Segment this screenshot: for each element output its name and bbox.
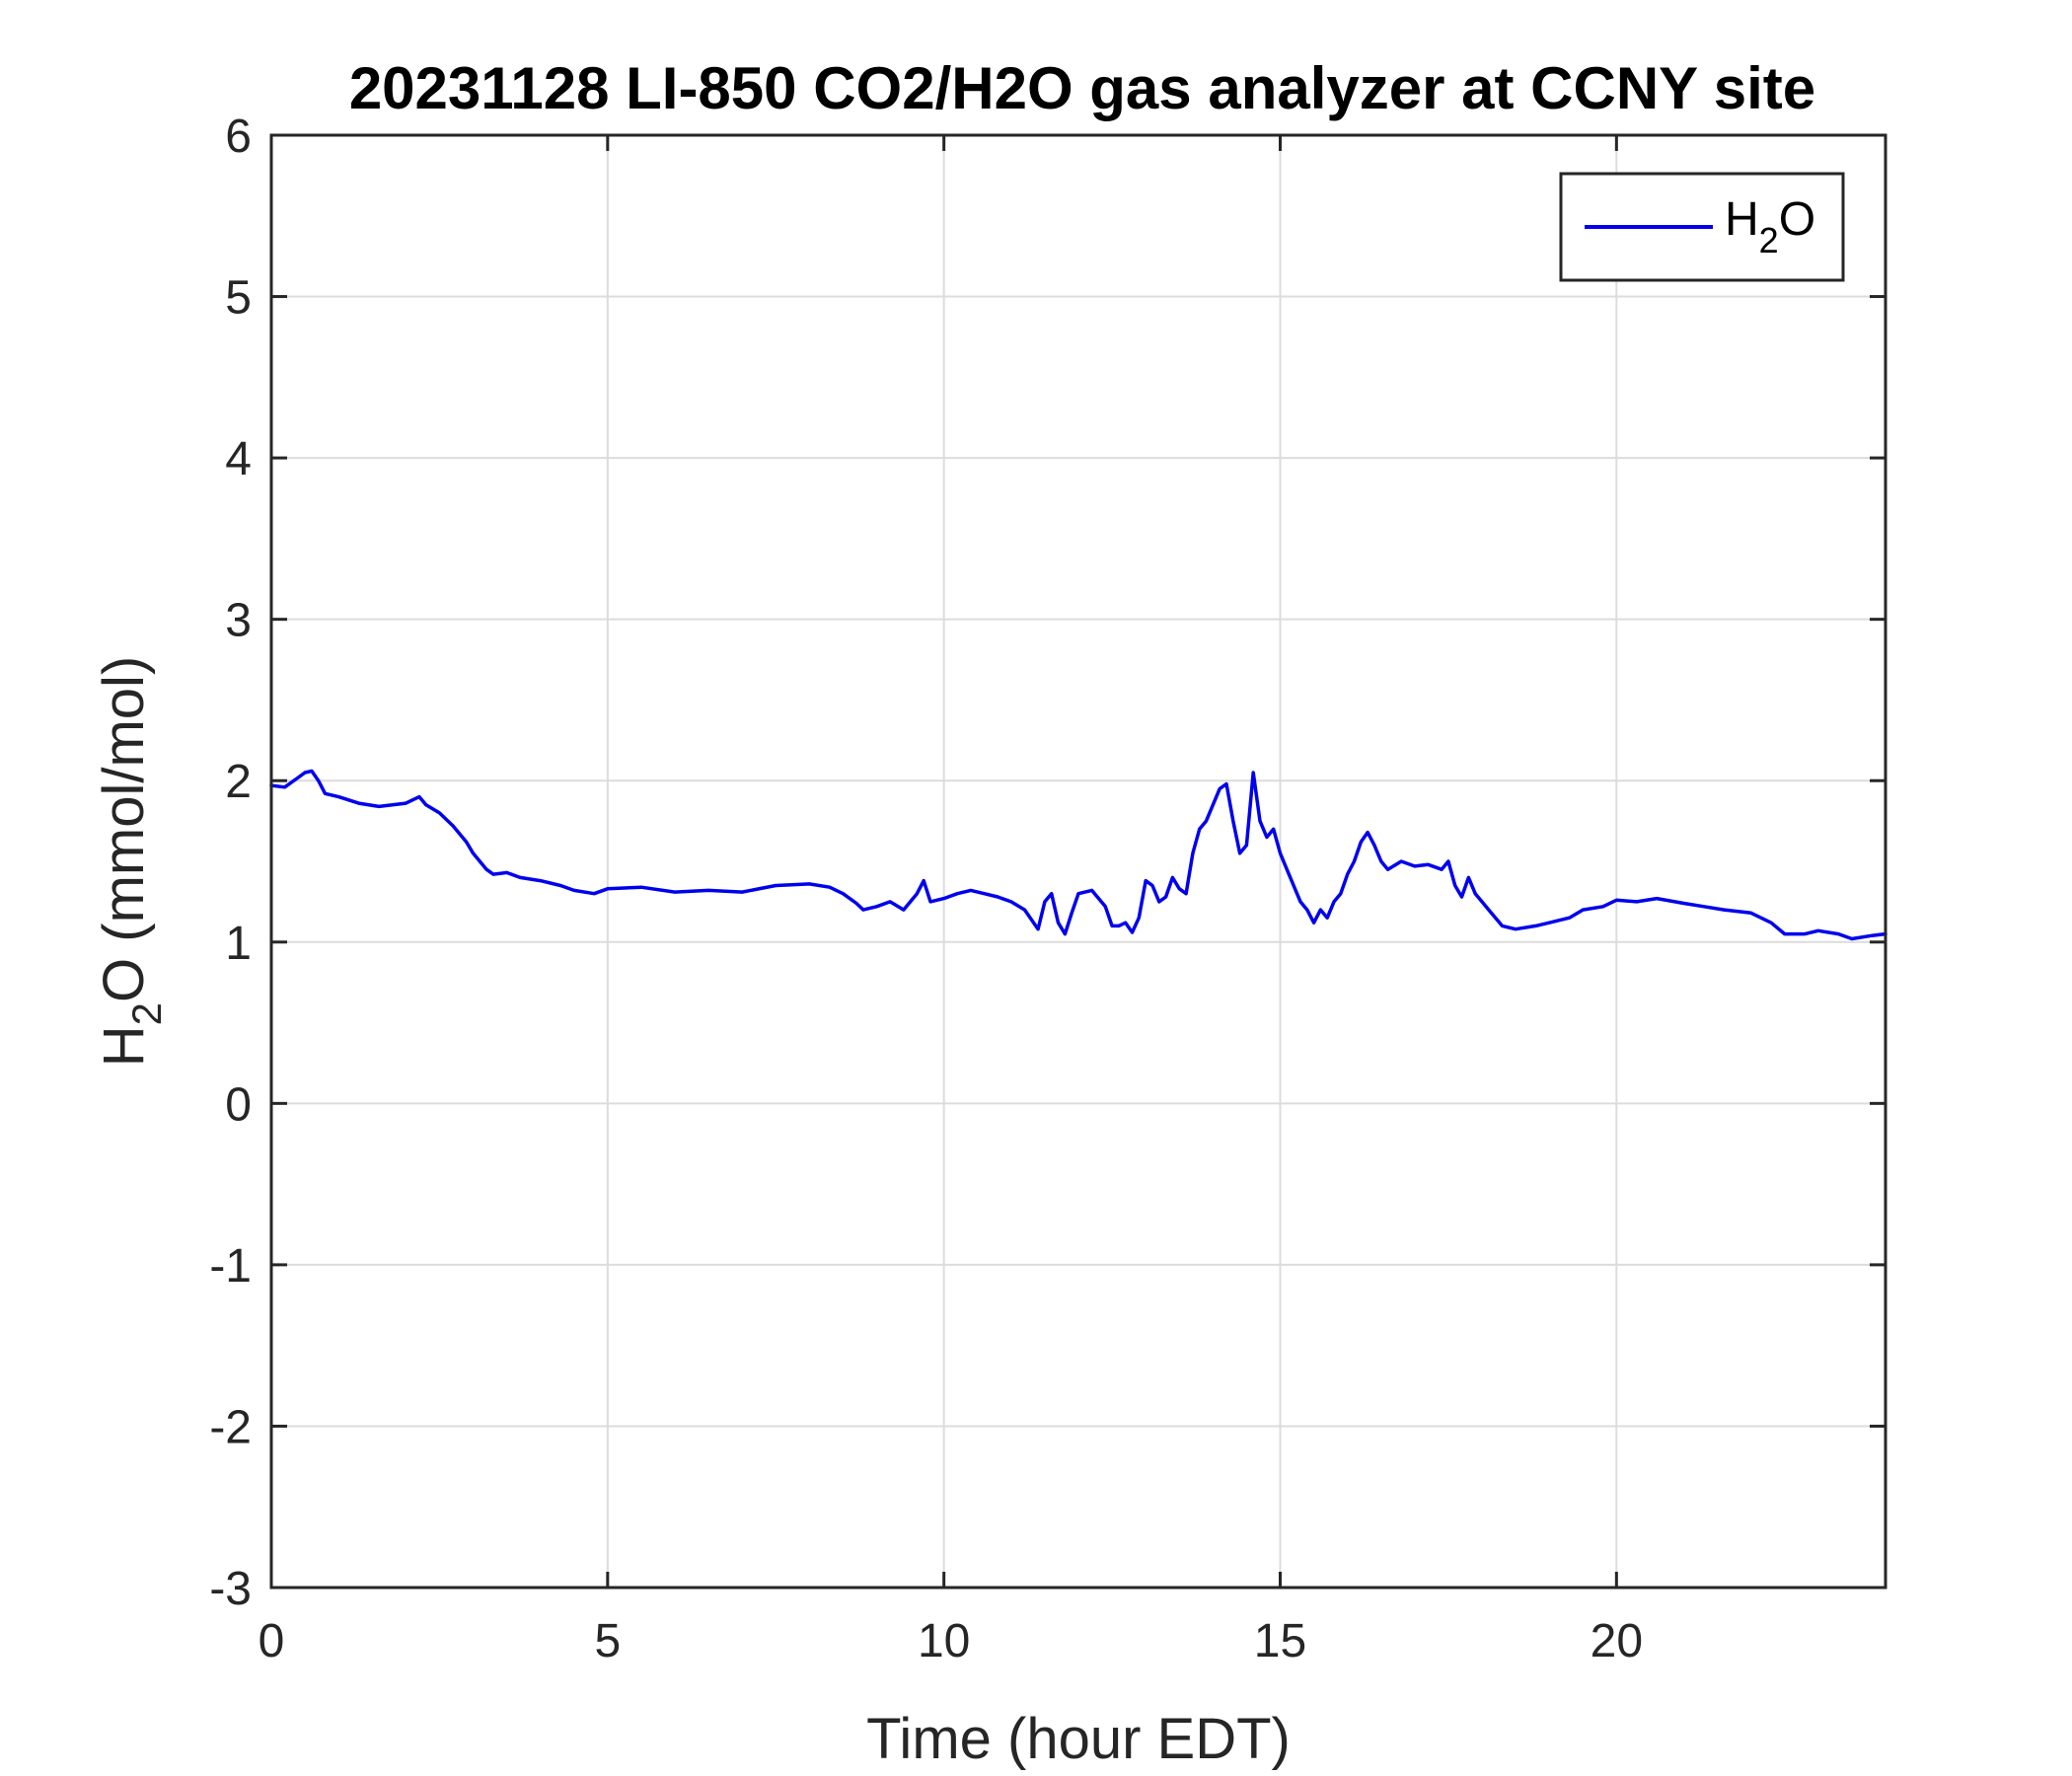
legend-text-rest: O (1779, 193, 1815, 246)
x-tick-label: 10 (918, 1615, 970, 1667)
plot-area (271, 135, 1886, 1588)
legend: H2O (1559, 172, 1845, 282)
series-layer (269, 769, 1887, 941)
x-tick-label: 15 (1254, 1615, 1306, 1667)
y-tick-label: 1 (225, 918, 252, 970)
legend-text-main: H (1725, 193, 1759, 246)
y-axis-label-main: H (92, 1025, 156, 1067)
y-tick-label: -3 (209, 1563, 252, 1615)
y-axis-label-rest: O (mmol/mol) (92, 656, 156, 1002)
y-tick-label: 2 (225, 756, 252, 808)
legend-entry: H2O (1725, 193, 1815, 260)
y-axis-label-sub: 2 (123, 1002, 170, 1025)
x-tick-label: 5 (594, 1615, 621, 1667)
y-tick-label: -2 (209, 1401, 252, 1453)
legend-text-sub: 2 (1759, 220, 1779, 260)
x-tick-label: 20 (1591, 1615, 1643, 1667)
y-axis-label: H2O (mmol/mol) (92, 656, 170, 1067)
y-tick-label: -1 (209, 1240, 252, 1293)
y-tick-labels: -3 -2 -1 0 1 2 3 4 5 6 (209, 111, 252, 1615)
y-tick-label: 4 (225, 433, 252, 485)
y-tick-label: 0 (225, 1078, 252, 1131)
series-line-h2o (269, 769, 1887, 941)
y-tick-label: 5 (225, 272, 252, 325)
x-tick-label: 0 (259, 1615, 285, 1667)
x-tick-labels: 0 5 10 15 20 (259, 1615, 1643, 1667)
chart-title: 20231128 LI-850 CO2/H2O gas analyzer at … (349, 55, 1815, 121)
x-axis-label: Time (hour EDT) (866, 1707, 1291, 1771)
y-tick-label: 6 (225, 111, 252, 163)
y-tick-label: 3 (225, 595, 252, 647)
plot-frame (269, 133, 1887, 1590)
